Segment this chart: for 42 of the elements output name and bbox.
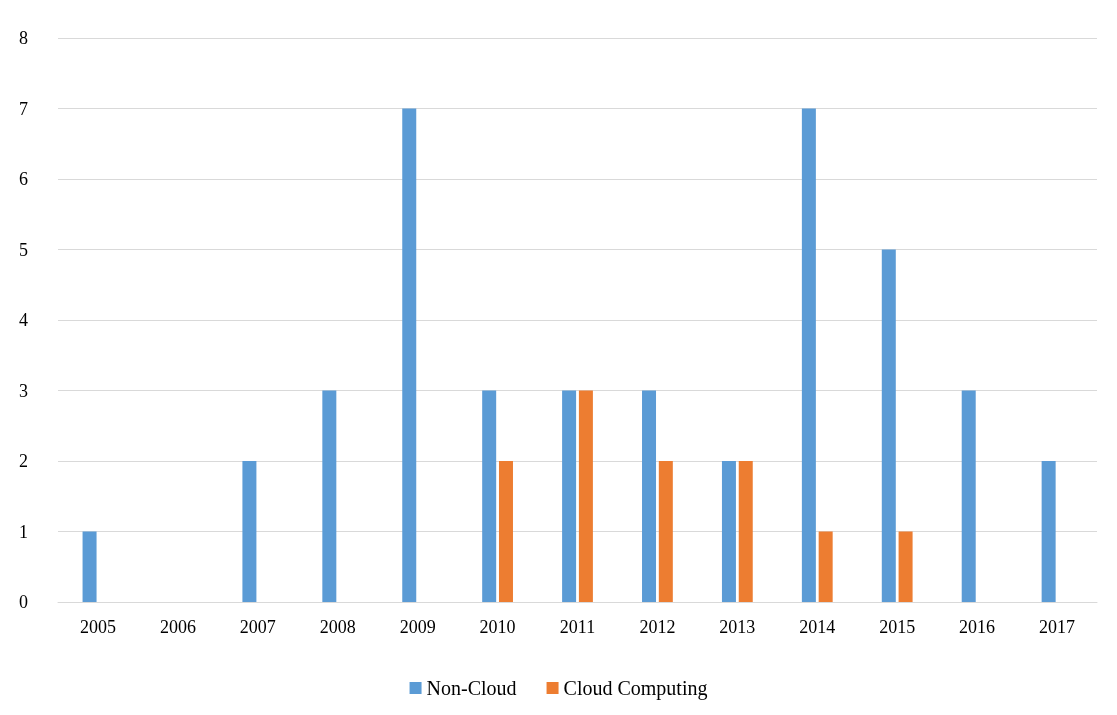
y-tick-label: 0 <box>19 592 28 612</box>
x-tick-label: 2005 <box>79 617 116 637</box>
x-tick-label: 2015 <box>879 617 916 637</box>
bar <box>898 531 913 602</box>
legend-label: Non-Cloud <box>426 677 517 699</box>
x-tick-label: 2006 <box>159 617 196 637</box>
y-tick-label: 7 <box>19 98 28 119</box>
y-tick-label: 6 <box>19 169 28 189</box>
x-tick-label: 2012 <box>639 617 676 637</box>
y-tick-label: 5 <box>19 239 28 260</box>
y-tick-label: 3 <box>19 380 28 401</box>
x-tick-label: 2017 <box>1039 617 1076 637</box>
bar <box>482 390 497 602</box>
y-tick-label: 8 <box>19 28 28 48</box>
x-tick-label: 2011 <box>559 617 596 637</box>
y-tick-label: 1 <box>19 521 28 542</box>
legend-label: Cloud Computing <box>563 677 708 700</box>
bar <box>642 390 657 602</box>
x-tick-label: 2013 <box>719 617 756 637</box>
bar <box>658 461 673 602</box>
bar <box>881 249 896 602</box>
bar <box>818 531 833 602</box>
bar <box>801 108 816 602</box>
bar <box>1041 461 1056 602</box>
y-tick-label: 4 <box>19 310 28 330</box>
x-tick-label: 2008 <box>319 617 356 637</box>
bar <box>721 461 736 602</box>
bar <box>562 390 577 602</box>
x-tick-label: 2007 <box>239 617 276 637</box>
bar <box>578 390 593 602</box>
bar <box>961 390 976 602</box>
y-tick-label: 2 <box>19 451 28 471</box>
x-tick-label: 2010 <box>479 617 516 637</box>
bar <box>322 390 337 602</box>
bar <box>242 461 257 602</box>
bar <box>402 108 417 602</box>
bar <box>82 531 97 602</box>
bar <box>738 461 753 602</box>
x-tick-label: 2014 <box>799 617 836 637</box>
bar <box>498 461 513 602</box>
x-tick-label: 2009 <box>399 617 436 637</box>
x-tick-label: 2016 <box>959 617 996 637</box>
